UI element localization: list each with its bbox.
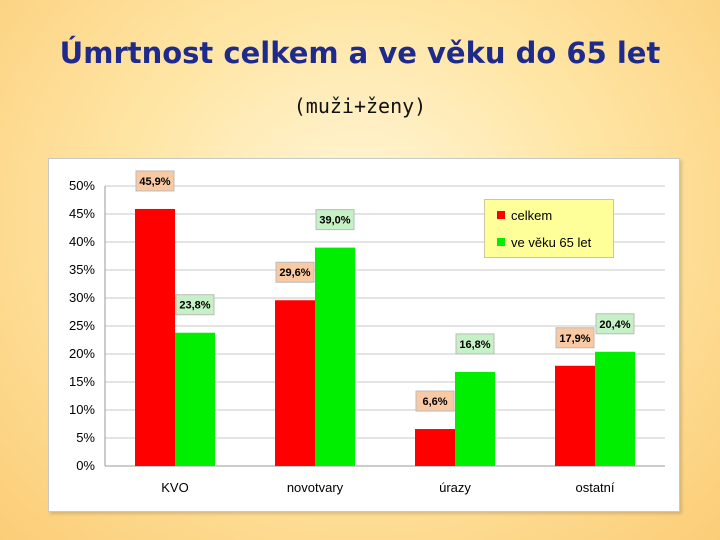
y-tick-label: 40% [69,234,95,249]
data-label-box [555,327,595,349]
y-tick-label: 20% [69,346,95,361]
bar-celkem-3 [555,365,595,466]
data-label-box [275,261,315,283]
y-tick-label: 15% [69,374,95,389]
chart-subtitle: (muži+ženy) [293,94,427,118]
legend-swatch-celkem [497,211,505,219]
legend-label-ve-veku: ve věku 65 let [511,234,592,250]
legend-item-celkem: celkem [497,207,552,223]
y-tick-label: 25% [69,318,95,333]
data-label-box [135,170,175,192]
chart-title: Úmrtnost celkem a ve věku do 65 let [59,36,661,70]
data-label-box [455,333,495,355]
bar-ve-věku-65-let-2 [455,371,495,466]
x-tick-label: ostatní [575,480,614,495]
legend-item-ve-veku: ve věku 65 let [497,234,591,250]
data-label-box [175,294,215,316]
data-label: 39,0% [319,215,350,227]
data-label: 29,6% [279,267,310,279]
bar-ve-věku-65-let-3 [595,351,635,466]
data-label-box [595,313,635,335]
y-tick-label: 45% [69,206,95,221]
data-label: 17,9% [559,333,590,345]
bar-ve-věku-65-let-1 [315,247,355,466]
data-label-box [315,209,355,231]
y-tick-label: 35% [69,262,95,277]
y-tick-label: 10% [69,402,95,417]
data-label: 16,8% [459,339,490,351]
bar-ve-věku-65-let-0 [175,332,215,466]
bar-celkem-1 [275,300,315,466]
bar-celkem-0 [135,208,175,466]
y-tick-label: 30% [69,290,95,305]
data-label-box [415,390,455,412]
data-label: 45,9% [139,176,170,188]
y-tick-label: 50% [69,178,95,193]
y-tick-label: 5% [76,430,95,445]
x-tick-label: úrazy [439,480,471,495]
x-tick-label: KVO [161,480,188,495]
data-label: 6,6% [422,396,447,408]
data-label: 20,4% [599,319,630,331]
legend-label-celkem: celkem [511,207,553,223]
data-label: 23,8% [179,300,210,312]
legend-swatch-ve-veku [497,238,505,246]
chart-legend: celkem ve věku 65 let [484,199,614,258]
y-tick-label: 0% [76,458,95,473]
bar-celkem-2 [415,429,455,466]
x-tick-label: novotvary [287,480,344,495]
